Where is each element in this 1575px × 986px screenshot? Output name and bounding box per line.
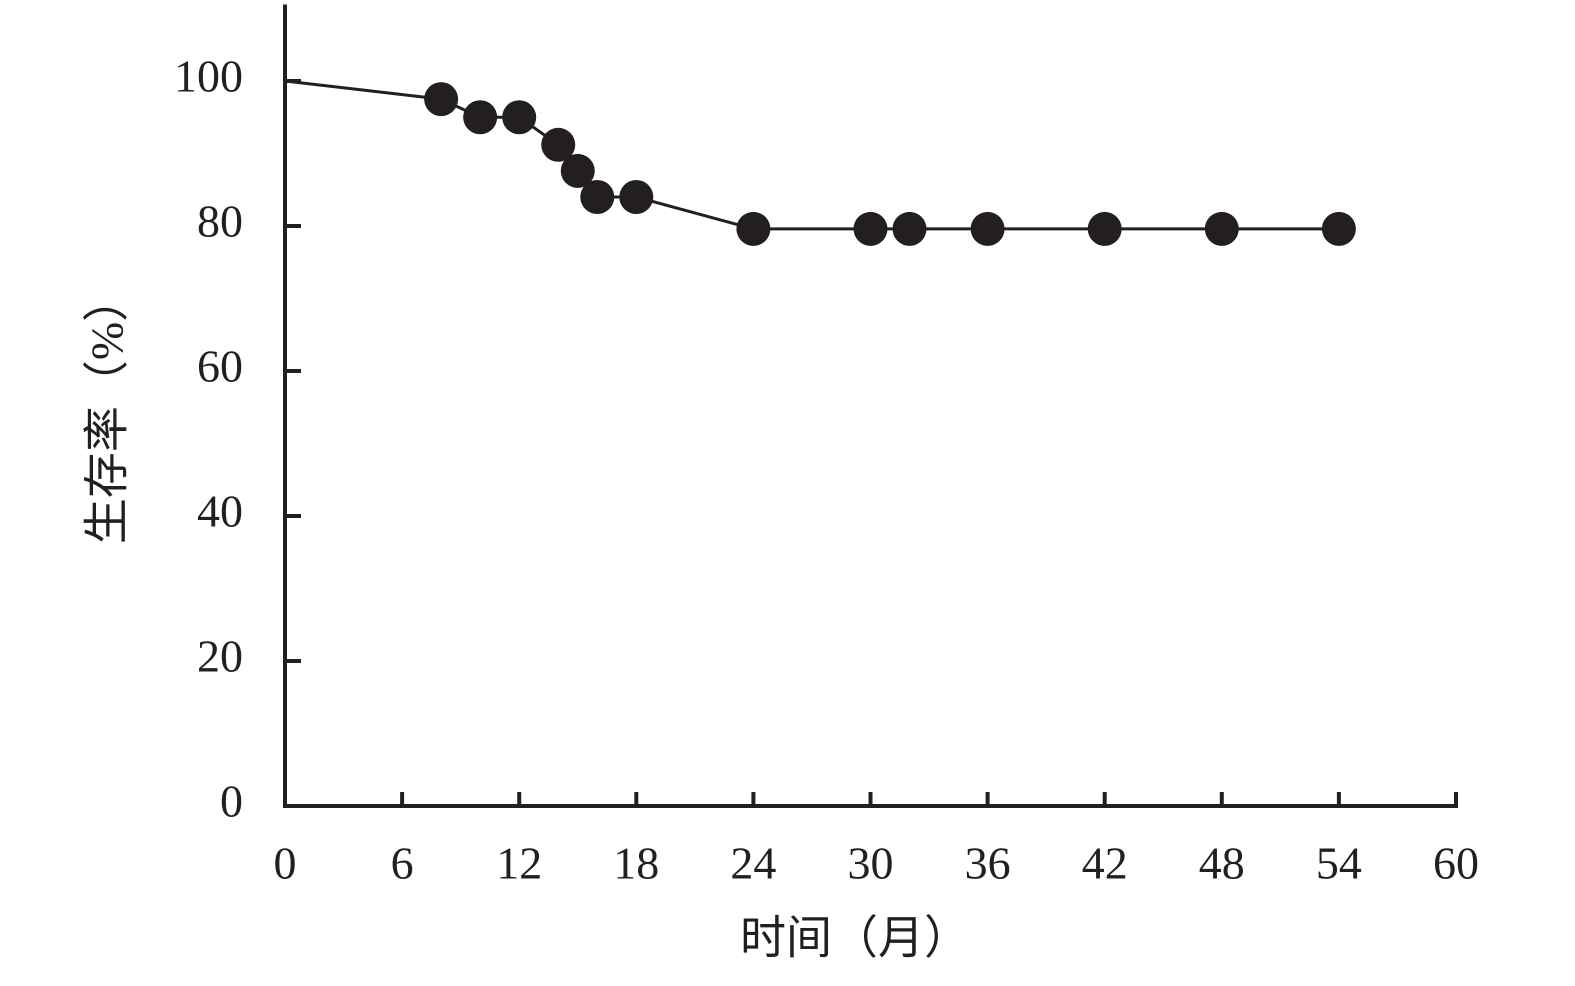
point [892,211,927,246]
point [1321,211,1356,246]
point [1204,211,1239,246]
y-tick-label: 0 [220,776,243,827]
x-tick-label: 0 [274,838,297,889]
x-tick-label: 48 [1199,838,1245,889]
point [736,211,771,246]
y-tick-label: 100 [174,51,243,102]
point [970,211,1005,246]
x-tick-label: 36 [965,838,1011,889]
x-axis-label: 时间（月） [740,913,970,964]
x-tick-label: 60 [1433,838,1479,889]
point [541,127,576,162]
point [502,100,537,135]
x-tick-label: 24 [730,838,776,889]
y-tick-label: 60 [197,341,243,392]
x-tick-label: 12 [496,838,542,889]
point [424,82,459,117]
point [560,153,595,188]
point [580,180,615,214]
y-tick-label: 80 [197,196,243,247]
point [853,211,888,246]
point [463,100,498,135]
y-tick-label: 20 [197,631,243,682]
point [619,180,654,214]
x-tick-label: 54 [1316,838,1362,889]
y-axis-label: 生存率（%） [82,276,133,544]
y-tick-label: 40 [197,486,243,537]
x-tick-label: 6 [391,838,414,889]
x-tick-label: 30 [848,838,894,889]
x-tick-label: 42 [1082,838,1128,889]
point [1087,211,1122,246]
x-tick-label: 18 [613,838,659,889]
